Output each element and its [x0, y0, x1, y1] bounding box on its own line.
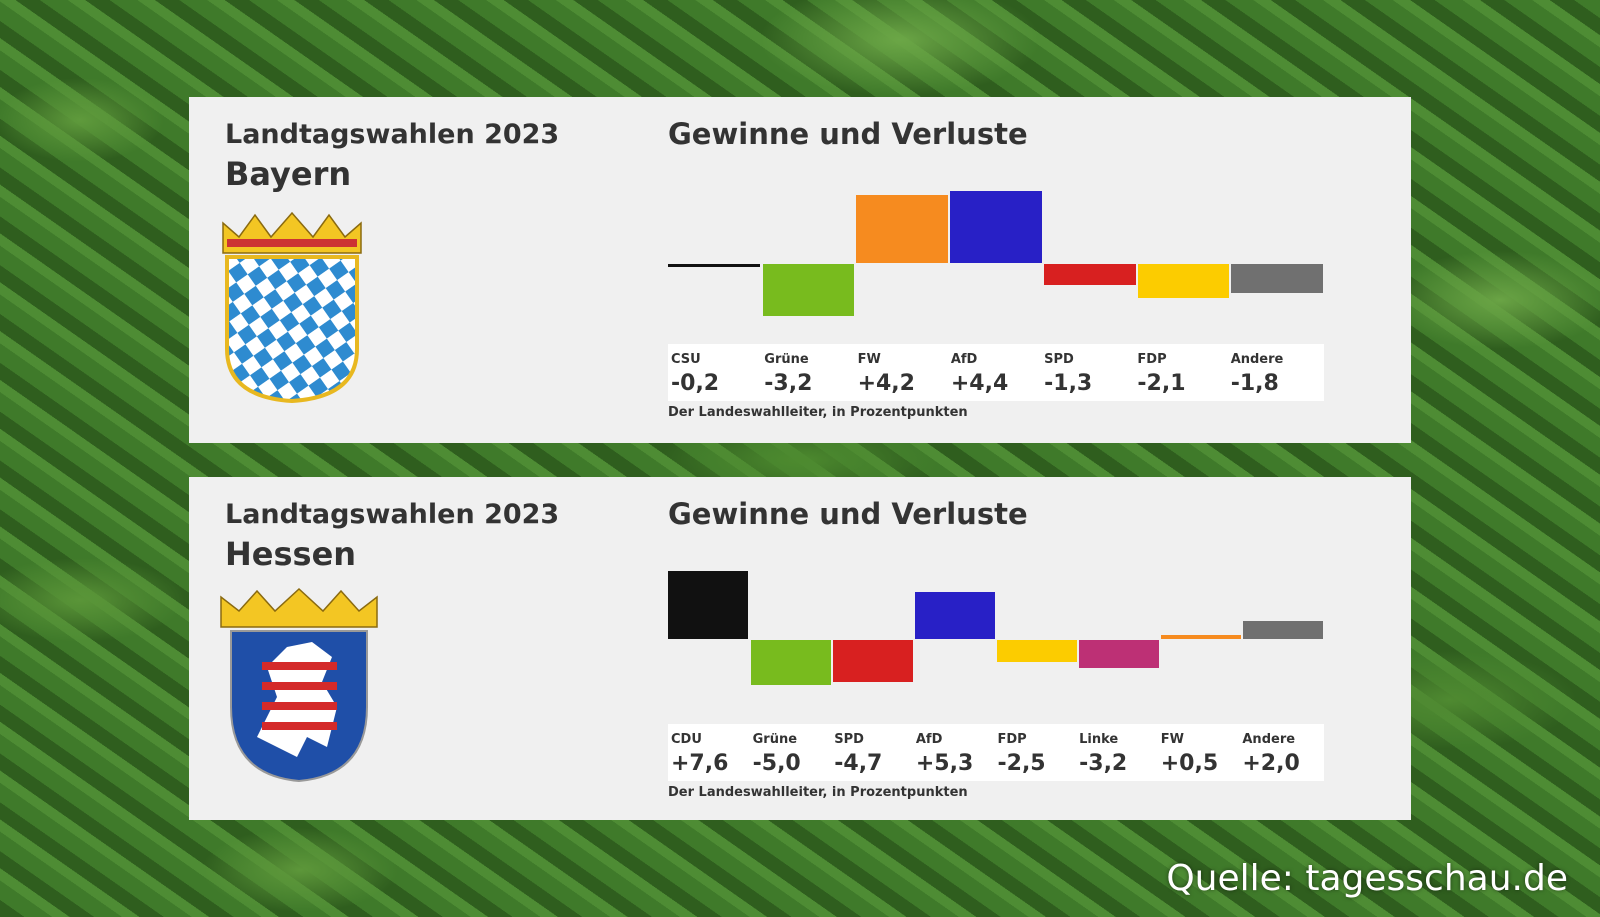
value-table-bayern: CSU -0,2 Grüne -3,2 FW +4,2 AfD +4,4 SPD -1,3 FDP -…	[668, 344, 1324, 401]
party-value: -3,2	[764, 371, 813, 396]
party-cell: Linke -3,2	[1079, 724, 1161, 781]
state-name: Bayern	[225, 155, 352, 193]
party-value: -0,2	[671, 371, 720, 396]
party-cell: SPD -1,3	[1044, 344, 1137, 401]
bar-cdu	[668, 571, 748, 639]
party-cell: Andere -1,8	[1231, 344, 1324, 401]
party-value: +5,3	[915, 751, 974, 776]
value-table-hessen: CDU +7,6 Grüne -5,0 SPD -4,7 AfD +5,3 FDP -2,5 Lin…	[668, 724, 1324, 781]
bar-fdp	[1137, 264, 1230, 299]
bar-fdp	[997, 640, 1077, 663]
party-value: +0,5	[1160, 751, 1219, 776]
bar-grüne	[762, 264, 855, 317]
bar-chart-bayern	[668, 177, 1324, 327]
source-credit: Quelle: tagesschau.de	[1166, 858, 1568, 899]
bar-grüne	[751, 640, 831, 685]
panel-title: Landtagswahlen 2023	[225, 119, 560, 150]
party-label: FW	[857, 352, 881, 367]
state-name: Hessen	[225, 535, 357, 573]
party-cell: FDP -2,1	[1137, 344, 1230, 401]
bar-spd	[833, 640, 913, 682]
party-label: Grüne	[764, 352, 809, 367]
party-value: +4,2	[857, 371, 915, 396]
source-note: Der Landeswahlleiter, in Prozentpunkten	[668, 785, 968, 800]
party-cell: FW +4,2	[858, 344, 951, 401]
party-label: FDP	[1137, 352, 1167, 367]
party-cell: CSU -0,2	[671, 344, 764, 401]
party-value: -4,7	[834, 751, 883, 776]
bar-afd	[950, 191, 1042, 263]
party-cell: AfD +5,3	[916, 724, 998, 781]
party-label: SPD	[834, 732, 864, 747]
hesse-coat-of-arms-icon	[220, 587, 378, 783]
party-cell: FDP -2,5	[998, 724, 1080, 781]
party-value: -1,8	[1230, 371, 1279, 396]
party-value: -2,1	[1137, 371, 1186, 396]
hessen-panel: Landtagswahlen 2023 Hessen Gewinne und V…	[189, 477, 1411, 820]
bar-andere	[1243, 621, 1323, 639]
bar-spd	[1043, 264, 1136, 286]
party-label: SPD	[1044, 352, 1074, 367]
party-cell: Andere +2,0	[1242, 724, 1324, 781]
bayern-panel: Landtagswahlen 2023 Bayern Gewinne und V…	[189, 97, 1411, 443]
party-cell: Grüne -3,2	[764, 344, 857, 401]
bar-fw	[856, 194, 949, 263]
party-value: +7,6	[671, 751, 729, 776]
party-label: FDP	[997, 732, 1027, 747]
party-label: Andere	[1230, 352, 1284, 367]
party-label: CSU	[671, 352, 701, 367]
bar-linke	[1079, 640, 1159, 669]
chart-title: Gewinne und Verluste	[668, 497, 1028, 531]
bar-csu	[668, 264, 760, 268]
party-cell: CDU +7,6	[671, 724, 753, 781]
party-label: CDU	[671, 732, 702, 747]
bar-fw	[1161, 634, 1241, 639]
party-label: Andere	[1242, 732, 1296, 747]
bar-chart-hessen	[668, 557, 1324, 707]
party-value: +2,0	[1242, 751, 1300, 776]
party-value: -1,3	[1044, 371, 1093, 396]
party-value: +4,4	[950, 371, 1009, 396]
party-value: -3,2	[1079, 751, 1128, 776]
bar-andere	[1231, 264, 1323, 294]
chart-title: Gewinne und Verluste	[668, 117, 1028, 151]
bavaria-coat-of-arms-icon	[222, 211, 362, 404]
party-cell: AfD +4,4	[951, 344, 1044, 401]
party-label: FW	[1160, 732, 1184, 747]
bar-afd	[915, 591, 995, 639]
source-note: Der Landeswahlleiter, in Prozentpunkten	[668, 405, 968, 420]
party-label: Linke	[1079, 732, 1119, 747]
party-cell: SPD -4,7	[834, 724, 916, 781]
party-cell: Grüne -5,0	[753, 724, 835, 781]
party-label: Grüne	[752, 732, 798, 747]
party-label: AfD	[915, 732, 943, 747]
party-cell: FW +0,5	[1161, 724, 1243, 781]
party-label: AfD	[950, 352, 978, 367]
panel-title: Landtagswahlen 2023	[225, 499, 560, 530]
party-value: -5,0	[752, 751, 801, 776]
party-value: -2,5	[997, 751, 1046, 776]
